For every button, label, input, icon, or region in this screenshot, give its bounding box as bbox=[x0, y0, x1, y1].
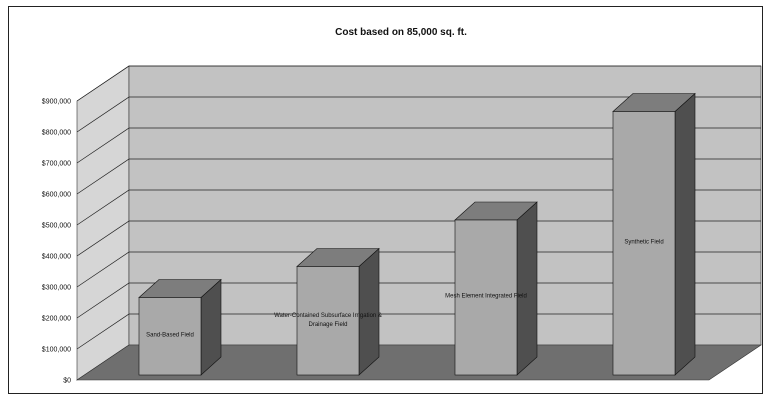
bar-side bbox=[358, 247, 380, 376]
bar bbox=[138, 278, 222, 376]
y-tick-label: $600,000 bbox=[42, 192, 71, 199]
gridline bbox=[76, 65, 761, 102]
bar-front bbox=[296, 266, 360, 376]
bar bbox=[612, 92, 696, 376]
floor bbox=[76, 344, 762, 381]
gridline bbox=[76, 127, 761, 164]
y-tick-label: $500,000 bbox=[42, 223, 71, 230]
bar-category-label: Mesh Element Integrated Field bbox=[445, 294, 527, 300]
gridline bbox=[76, 220, 761, 257]
gridline bbox=[76, 158, 761, 195]
gridline bbox=[76, 189, 761, 226]
gridline bbox=[76, 96, 761, 133]
bar bbox=[296, 247, 380, 376]
bar-category-label: Sand-Based Field bbox=[146, 332, 194, 338]
y-tick-label: $0 bbox=[63, 378, 71, 385]
y-tick-label: $400,000 bbox=[42, 254, 71, 261]
bar-chart: Cost based on 85,000 sq. ft. $0$100,000$… bbox=[42, 27, 762, 385]
bars bbox=[138, 92, 696, 376]
bar-side bbox=[674, 92, 696, 376]
gridline bbox=[76, 282, 761, 319]
bar-front bbox=[138, 297, 202, 376]
chart-frame: Cost based on 85,000 sq. ft. $0 $100,000 $… bbox=[8, 6, 763, 394]
y-tick-label: $700,000 bbox=[42, 161, 71, 168]
bar bbox=[454, 201, 538, 376]
y-tick-label: $200,000 bbox=[42, 316, 71, 323]
y-tick-label: $900,000 bbox=[42, 99, 71, 106]
bar-category-label: Synthetic Field bbox=[624, 239, 663, 245]
bar-front bbox=[612, 111, 676, 376]
gridlines bbox=[76, 65, 761, 350]
side-wall bbox=[76, 65, 130, 381]
bar-labels: Sand-Based Field Water-Contained Subsurfa… bbox=[146, 239, 664, 338]
y-tick-label: $100,000 bbox=[42, 347, 71, 354]
bar-side bbox=[516, 201, 538, 376]
gridline bbox=[76, 251, 761, 288]
y-axis-ticks: $0 $100,000 $200,000 $300,000 $400,000 $500,0… bbox=[42, 99, 71, 385]
y-tick-label: $300,000 bbox=[42, 285, 71, 292]
bar-front bbox=[454, 219, 518, 376]
y-tick-label: $800,000 bbox=[42, 130, 71, 137]
bar-category-label: Water-Contained Subsurface Irrigation & D… bbox=[274, 313, 382, 328]
chart-title: Cost based on 85,000 sq. ft. bbox=[335, 27, 467, 38]
gridline bbox=[76, 313, 761, 350]
